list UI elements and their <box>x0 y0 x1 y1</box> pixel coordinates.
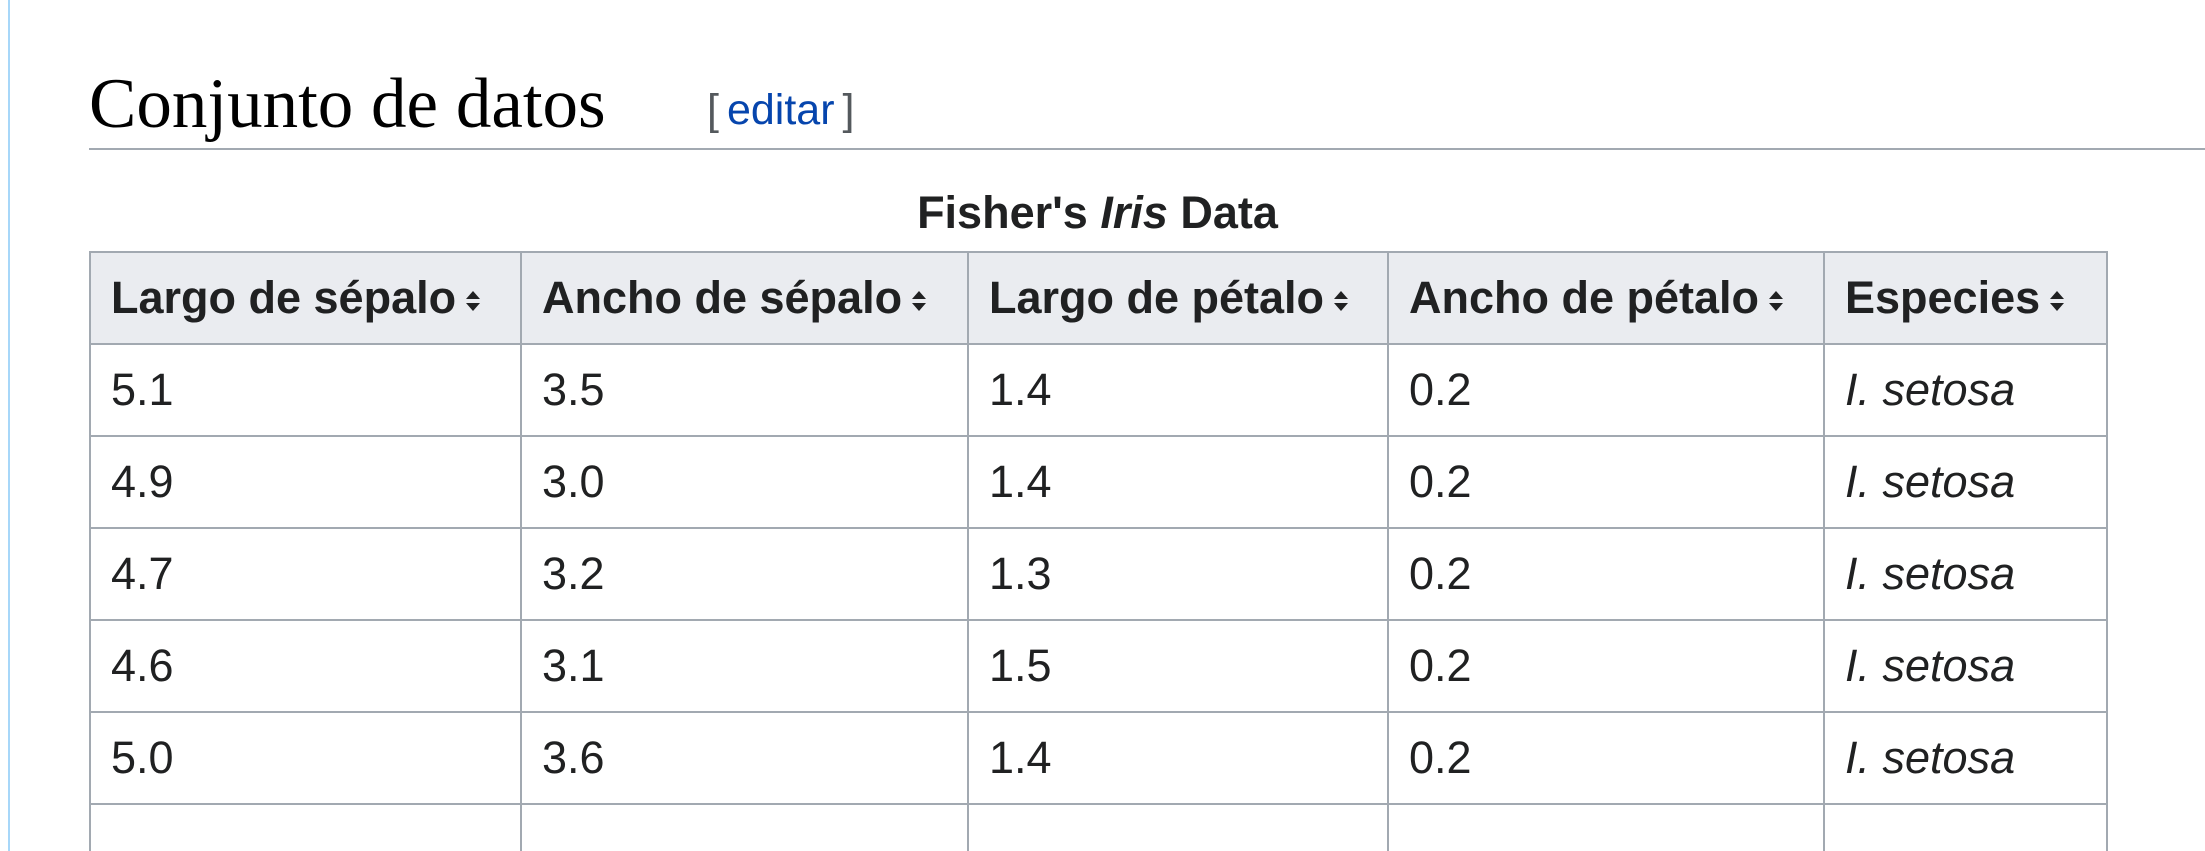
cell-especies <box>1823 803 2108 851</box>
cell-ancho-sepalo: 3.1 <box>520 619 969 713</box>
cell-especies: I. setosa <box>1823 711 2108 805</box>
cell-ancho-petalo: 0.2 <box>1387 527 1825 621</box>
section-heading: Conjunto de datos [editar] <box>89 62 2205 150</box>
cell-especies: I. setosa <box>1823 343 2108 437</box>
header-ancho-petalo[interactable]: Ancho de pétalo <box>1387 251 1825 345</box>
cell-largo-sepalo: 5.1 <box>89 343 522 437</box>
cell-largo-sepalo: 5.0 <box>89 711 522 805</box>
cell-especies: I. setosa <box>1823 527 2108 621</box>
cell-largo-petalo: 1.4 <box>967 343 1389 437</box>
cell-largo-sepalo: 4.7 <box>89 527 522 621</box>
header-label: Ancho de sépalo <box>542 272 903 323</box>
edit-link[interactable]: editar <box>726 86 835 134</box>
cell-ancho-petalo: 0.2 <box>1387 619 1825 713</box>
table-row: 4.9 3.0 1.4 0.2 I. setosa <box>89 435 2108 529</box>
section-title: Conjunto de datos <box>89 65 606 143</box>
sort-icon[interactable] <box>1334 289 1349 313</box>
header-largo-petalo[interactable]: Largo de pétalo <box>967 251 1389 345</box>
cell-ancho-petalo: 0.2 <box>1387 435 1825 529</box>
cell-ancho-petalo: 0.2 <box>1387 343 1825 437</box>
table-caption: Fisher's Iris Data <box>89 185 2106 241</box>
cell-largo-petalo: 1.4 <box>967 435 1389 529</box>
cell-ancho-petalo <box>1387 803 1825 851</box>
caption-prefix: Fisher's <box>917 187 1101 238</box>
sort-icon[interactable] <box>466 289 481 313</box>
cell-ancho-sepalo: 3.6 <box>520 711 969 805</box>
header-label: Largo de pétalo <box>989 272 1325 323</box>
cell-largo-petalo: 1.3 <box>967 527 1389 621</box>
caption-italic: Iris <box>1100 187 1168 238</box>
cell-largo-sepalo <box>89 803 522 851</box>
content-left-border <box>0 0 10 851</box>
header-label: Ancho de pétalo <box>1409 272 1760 323</box>
caption-suffix: Data <box>1167 187 1278 238</box>
cell-ancho-petalo: 0.2 <box>1387 711 1825 805</box>
cell-ancho-sepalo: 3.2 <box>520 527 969 621</box>
table-row: 5.0 3.6 1.4 0.2 I. setosa <box>89 711 2108 805</box>
cell-largo-sepalo: 4.6 <box>89 619 522 713</box>
cell-largo-petalo: 1.5 <box>967 619 1389 713</box>
table-header-row: Largo de sépalo Ancho de sépalo Largo de… <box>89 251 2108 345</box>
cell-ancho-sepalo: 3.5 <box>520 343 969 437</box>
cell-ancho-sepalo: 3.0 <box>520 435 969 529</box>
cell-especies: I. setosa <box>1823 619 2108 713</box>
header-ancho-sepalo[interactable]: Ancho de sépalo <box>520 251 969 345</box>
sort-icon[interactable] <box>912 289 927 313</box>
iris-data-table: Largo de sépalo Ancho de sépalo Largo de… <box>89 251 2108 851</box>
table-row: 4.7 3.2 1.3 0.2 I. setosa <box>89 527 2108 621</box>
cell-largo-petalo: 1.4 <box>967 711 1389 805</box>
sort-icon[interactable] <box>2050 289 2065 313</box>
sort-icon[interactable] <box>1769 289 1784 313</box>
header-especies[interactable]: Especies <box>1823 251 2108 345</box>
edit-section: [editar] <box>707 84 854 136</box>
table-row-partial <box>89 803 2108 851</box>
cell-ancho-sepalo <box>520 803 969 851</box>
table-row: 5.1 3.5 1.4 0.2 I. setosa <box>89 343 2108 437</box>
header-label: Largo de sépalo <box>111 272 457 323</box>
edit-open-bracket: [ <box>707 86 719 134</box>
table-row: 4.6 3.1 1.5 0.2 I. setosa <box>89 619 2108 713</box>
cell-especies: I. setosa <box>1823 435 2108 529</box>
header-largo-sepalo[interactable]: Largo de sépalo <box>89 251 522 345</box>
edit-close-bracket: ] <box>842 86 855 134</box>
cell-largo-sepalo: 4.9 <box>89 435 522 529</box>
cell-largo-petalo <box>967 803 1389 851</box>
header-label: Especies <box>1845 272 2041 323</box>
